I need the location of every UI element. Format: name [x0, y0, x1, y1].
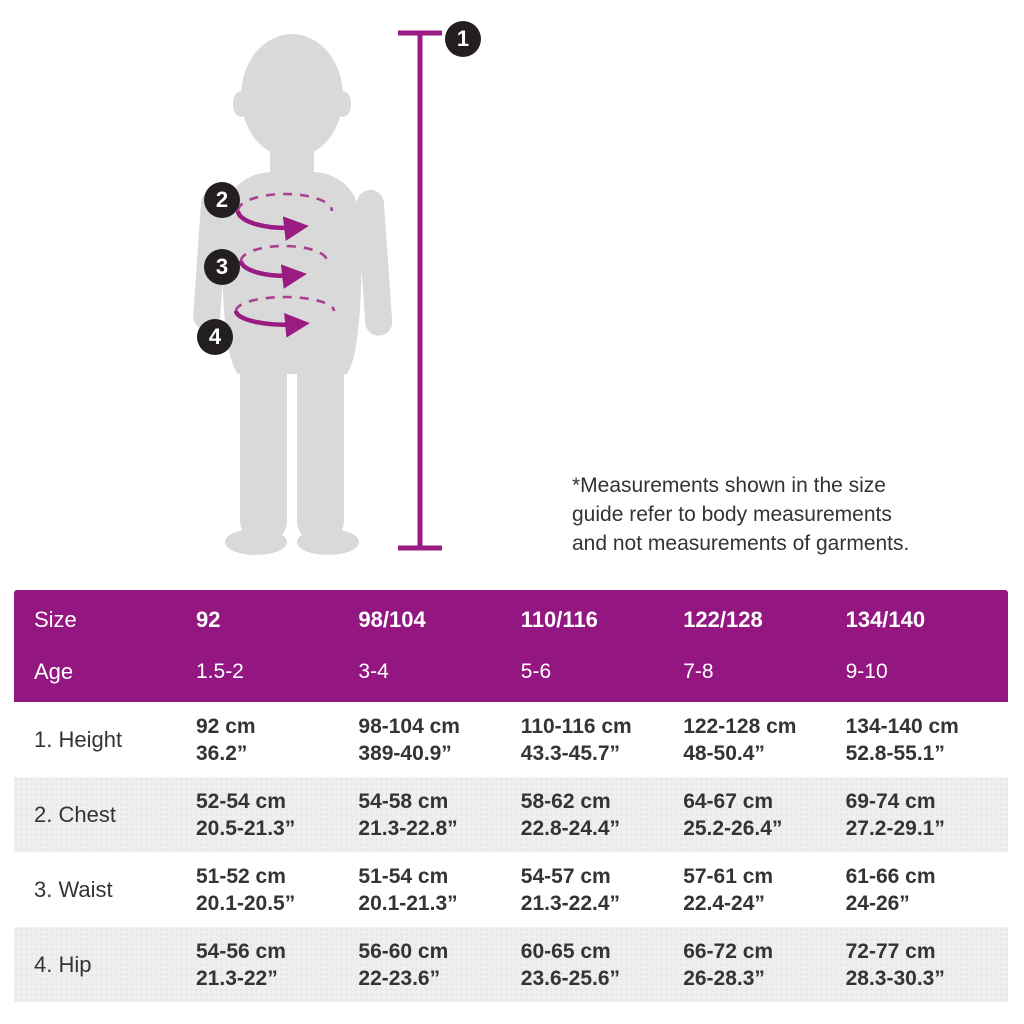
silhouette-ear-left: [233, 91, 249, 117]
measure-cell: 54-56 cm 21.3-22”: [196, 939, 286, 990]
size-table-header: Size 92 98/104 110/116 122/128 134/140 A…: [14, 590, 1008, 702]
measure-cell: 56-60 cm 22-23.6”: [358, 939, 449, 990]
silhouette-foot-right: [297, 529, 359, 555]
marker-badge-height: 1: [445, 21, 481, 57]
child-silhouette: [193, 34, 393, 555]
silhouette-arm-right: [356, 189, 393, 336]
row-label: 2. Chest: [34, 801, 116, 827]
measure-cell: 51-54 cm 20.1-21.3”: [358, 864, 458, 915]
header-size-value: 122/128: [683, 607, 763, 632]
hip-ring-arrow-arc: [233, 310, 310, 338]
measure-cell: 57-61 cm 22.4-24”: [683, 864, 774, 915]
header-age-row: Age 1.5-2 3-4 5-6 7-8 9-10: [14, 646, 1008, 698]
measure-cell: 60-65 cm 23.6-25.6”: [520, 939, 621, 990]
measure-cell: 64-67 cm 25.2-26.4”: [683, 789, 783, 840]
header-age-value: 9-10: [845, 660, 888, 683]
height-measure-line: [398, 30, 442, 551]
header-size-value: 98/104: [358, 607, 426, 632]
header-size-row: Size 92 98/104 110/116 122/128 134/140: [14, 594, 1008, 646]
measure-cell: 58-62 cm 22.8-24.4”: [520, 789, 621, 840]
chest-ring-arrow-arc: [235, 210, 309, 241]
chest-ring-dashed-arc: [236, 192, 334, 212]
header-size-label: Size: [34, 607, 77, 632]
header-size-value: 134/140: [845, 607, 926, 632]
size-table: Size 92 98/104 110/116 122/128 134/140 A…: [14, 590, 1008, 1002]
table-row-chest: 2. Chest 52-54 cm 20.5-21.3” 54-58 cm 21.3…: [14, 777, 1008, 852]
marker-number: 4: [208, 324, 222, 349]
silhouette-foot-left: [225, 529, 287, 555]
silhouette-head: [241, 34, 343, 158]
silhouette-torso: [222, 170, 362, 374]
marker-number: 2: [215, 187, 229, 212]
marker-number: 3: [215, 254, 229, 279]
waist-measure-ring: [238, 244, 329, 289]
measure-cell: 122-128 cm 48-50.4”: [683, 714, 797, 765]
row-label: 4. Hip: [34, 951, 92, 977]
measure-cell: 134-140 cm 52.8-55.1”: [845, 714, 959, 765]
hip-ring-dashed-arc: [234, 295, 336, 312]
child-silhouette-diagram: [193, 30, 442, 555]
marker-badge-hip: 4: [197, 319, 233, 355]
table-row-waist: 3. Waist 51-52 cm 20.1-20.5” 51-54 cm 20.1…: [14, 852, 1008, 927]
header-age-value: 5-6: [520, 660, 552, 683]
row-label: 3. Waist: [34, 876, 113, 902]
measure-cell: 69-74 cm 27.2-29.1”: [845, 789, 945, 840]
header-size-value: 110/116: [520, 607, 598, 632]
measure-cell: 72-77 cm 28.3-30.3”: [845, 939, 945, 990]
measure-cell: 66-72 cm 26-28.3”: [683, 939, 774, 990]
marker-badge-chest: 2: [204, 182, 240, 218]
header-age-value: 1.5-2: [196, 660, 244, 683]
measure-cell: 54-57 cm 21.3-22.4”: [520, 864, 621, 915]
measurement-note: *Measurements shown in the size guide re…: [572, 474, 910, 555]
chest-measure-ring: [235, 192, 334, 241]
header-age-value: 3-4: [358, 660, 389, 683]
measure-cell: 98-104 cm 389-40.9”: [358, 714, 460, 765]
marker-number: 1: [456, 26, 470, 51]
row-label: 1. Height: [34, 726, 123, 752]
measure-cell: 61-66 cm 24-26”: [845, 864, 936, 915]
silhouette-ear-right: [335, 91, 351, 117]
measure-cell: 110-116 cm 43.3-45.7”: [520, 714, 632, 765]
table-row-hip: 4. Hip 54-56 cm 21.3-22” 56-60 cm 22-23.6”…: [14, 927, 1008, 1002]
silhouette-leg-left: [240, 350, 287, 542]
measure-cell: 54-58 cm 21.3-22.8”: [358, 789, 458, 840]
table-row-height: 1. Height 92 cm 36.2” 98-104 cm 389-40.9” …: [14, 702, 1008, 777]
header-size-value: 92: [196, 607, 221, 632]
waist-ring-arrow-arc: [238, 260, 307, 289]
measure-cell: 51-52 cm 20.1-20.5”: [196, 864, 296, 915]
header-age-label: Age: [34, 659, 74, 684]
marker-badge-waist: 3: [204, 249, 240, 285]
waist-ring-dashed-arc: [239, 244, 329, 262]
measure-cell: 52-54 cm 20.5-21.3”: [196, 789, 296, 840]
hip-measure-ring: [233, 295, 336, 338]
silhouette-leg-right: [297, 350, 344, 542]
header-age-value: 7-8: [683, 660, 714, 683]
measure-cell: 92 cm 36.2”: [196, 714, 256, 765]
